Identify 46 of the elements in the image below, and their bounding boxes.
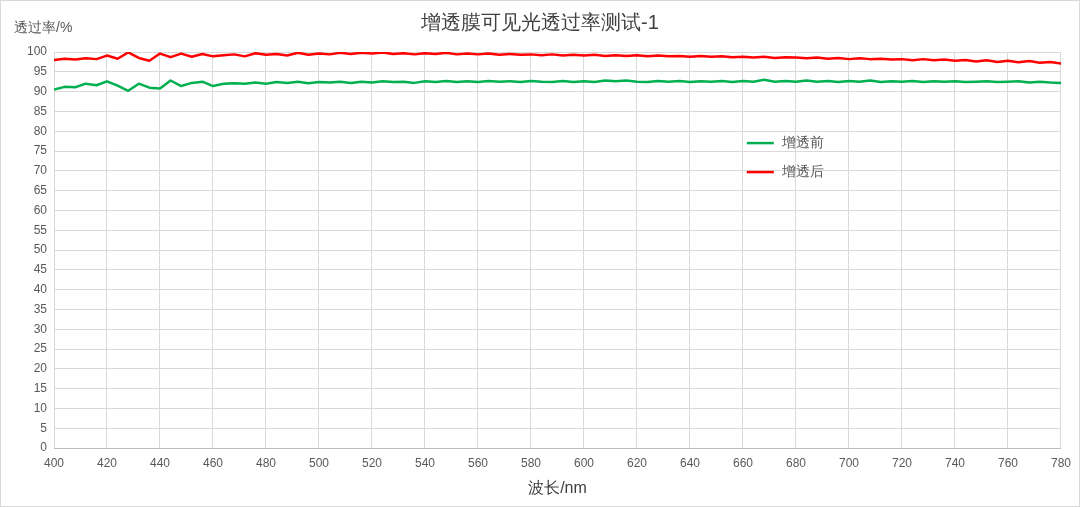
- x-tick-label: 520: [361, 455, 383, 470]
- x-tick-label: 680: [785, 455, 807, 470]
- legend-label: 增透前: [780, 133, 824, 150]
- y-tick-label: 100: [26, 44, 48, 59]
- x-tick-label: 400: [43, 455, 65, 470]
- chart-title: 增透膜可见光透过率测试-1: [420, 10, 659, 33]
- y-tick-label: 45: [33, 262, 48, 277]
- x-tick-label: 580: [520, 455, 542, 470]
- y-tick-label: 55: [33, 222, 48, 237]
- legend-label: 增透后: [780, 162, 824, 179]
- x-tick-label: 660: [732, 455, 754, 470]
- y-tick-label: 80: [33, 123, 48, 138]
- y-tick-label: 0: [40, 440, 48, 455]
- x-tick-label: 720: [891, 455, 913, 470]
- y-tick-label: 85: [33, 103, 48, 118]
- y-tick-label: 95: [33, 64, 48, 79]
- x-tick-label: 420: [96, 455, 118, 470]
- x-tick-label: 540: [414, 455, 436, 470]
- x-tick-label: 700: [838, 455, 860, 470]
- x-tick-label: 620: [626, 455, 648, 470]
- y-tick-label: 75: [33, 143, 48, 158]
- x-tick-label: 560: [467, 455, 489, 470]
- x-tick-label: 460: [202, 455, 224, 470]
- y-tick-label: 5: [40, 420, 48, 435]
- y-tick-label: 60: [33, 202, 48, 217]
- x-tick-label: 640: [679, 455, 701, 470]
- x-tick-label: 500: [308, 455, 330, 470]
- x-tick-label: 760: [997, 455, 1019, 470]
- x-tick-label: 780: [1050, 455, 1072, 470]
- y-tick-label: 90: [33, 83, 48, 98]
- x-tick-label: 480: [255, 455, 277, 470]
- x-tick-label: 600: [573, 455, 595, 470]
- y-tick-label: 40: [33, 281, 48, 296]
- y-tick-label: 35: [33, 301, 48, 316]
- y-tick-label: 70: [33, 163, 48, 178]
- y-tick-label: 25: [33, 341, 48, 356]
- x-axis-title: 波长/nm: [528, 478, 587, 496]
- x-tick-label: 740: [944, 455, 966, 470]
- y-tick-label: 30: [33, 321, 48, 336]
- y-tick-label: 50: [33, 242, 48, 257]
- y-axis-title: 透过率/%: [14, 18, 73, 35]
- y-tick-label: 10: [33, 400, 48, 415]
- y-tick-label: 15: [33, 380, 48, 395]
- x-tick-label: 440: [149, 455, 171, 470]
- y-tick-label: 20: [33, 361, 48, 376]
- y-tick-label: 65: [33, 182, 48, 197]
